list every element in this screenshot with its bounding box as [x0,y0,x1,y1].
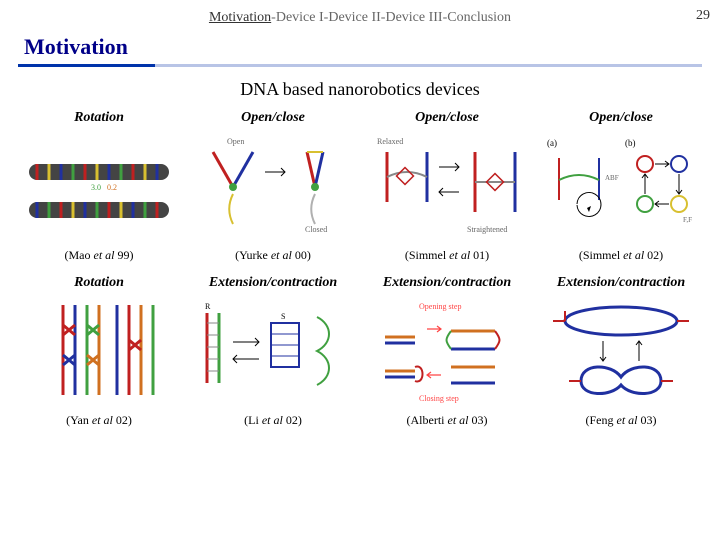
slide-subtitle: DNA based nanorobotics devices [0,73,720,108]
device-figure-simmel01: Relaxed Straightened [360,132,534,242]
svg-text:Relaxed: Relaxed [377,137,403,146]
motion-label: Extension/contraction [534,273,708,293]
breadcrumb-item-device3: Device III [385,10,442,25]
motion-label: Rotation [12,108,186,128]
breadcrumb-item-motivation: Motivation [209,10,271,25]
section-title: Motivation [0,26,720,64]
citation: (Feng et al 03) [534,411,708,434]
citation: (Mao et al 99) [12,246,186,269]
device-grid: Rotation Open/close Open/close Open/clos… [0,108,720,434]
motion-label: Rotation [12,273,186,293]
section-divider [18,64,702,67]
svg-text:Opening step: Opening step [419,302,461,311]
svg-text:Open: Open [227,137,244,146]
svg-text:F,F: F,F [683,216,692,224]
motion-label: Extension/contraction [186,273,360,293]
motion-label: Extension/contraction [360,273,534,293]
breadcrumb: Motivation-Device I-Device II-Device III… [0,0,720,26]
device-figure-simmel02: (a) (b) ABF F,F [534,132,708,242]
svg-text:0.2: 0.2 [107,183,117,192]
svg-text:Closing step: Closing step [419,394,459,403]
citation: (Simmel et al 02) [534,246,708,269]
page-number: 29 [696,8,710,24]
device-figure-yurke00: Open Closed [186,132,360,242]
citation: (Alberti et al 03) [360,411,534,434]
citation: (Yan et al 02) [12,411,186,434]
motion-label: Open/close [186,108,360,128]
breadcrumb-item-device2: Device II [328,10,380,25]
svg-text:ABF: ABF [605,174,619,182]
device-figure-feng03 [534,297,708,407]
device-figure-alberti03: Opening step Closing step [360,297,534,407]
breadcrumb-item-conclusion: Conclusion [447,10,511,25]
device-figure-yan02 [12,297,186,407]
citation: (Yurke et al 00) [186,246,360,269]
svg-text:3.0: 3.0 [91,183,101,192]
motion-label: Open/close [360,108,534,128]
svg-text:(a): (a) [547,138,557,148]
svg-text:R: R [205,302,211,311]
citation: (Simmel et al 01) [360,246,534,269]
device-figure-mao99: 3.0 0.2 [12,132,186,242]
motion-label: Open/close [534,108,708,128]
svg-text:Closed: Closed [305,225,327,234]
svg-text:Straightened: Straightened [467,225,507,234]
citation: (Li et al 02) [186,411,360,434]
device-figure-li02: R S [186,297,360,407]
svg-text:S: S [281,312,285,321]
breadcrumb-item-device1: Device I [276,10,324,25]
svg-text:(b): (b) [625,138,636,148]
